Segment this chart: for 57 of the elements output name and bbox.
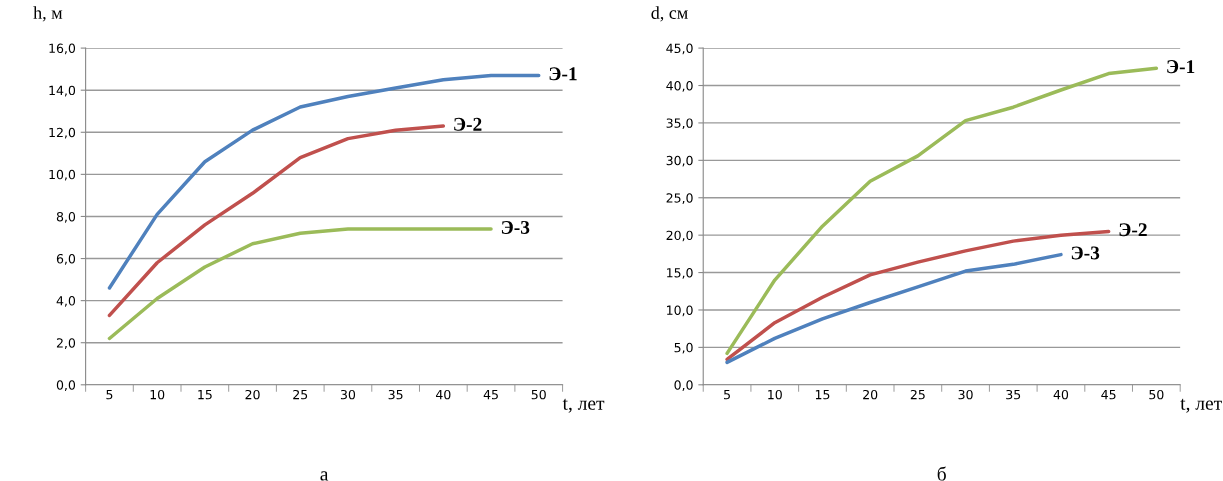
line-series bbox=[725, 252, 1063, 365]
x-tick-label: 45 bbox=[483, 390, 498, 400]
x-tick-label: 10 bbox=[150, 389, 165, 400]
y-tick-label: 16,0 bbox=[49, 43, 76, 55]
y-tick-label: 6,0 bbox=[56, 254, 76, 265]
x-tick-label: 40 bbox=[1053, 389, 1069, 400]
y-tick-label: 15,0 bbox=[667, 268, 693, 279]
line-series bbox=[107, 124, 446, 318]
y-tick-label: 12,0 bbox=[49, 127, 76, 139]
y-tick-label: 2,0 bbox=[56, 338, 76, 349]
y-tick-label: 20,0 bbox=[666, 230, 693, 242]
y-tick-label: 8,0 bbox=[56, 211, 76, 223]
line-series bbox=[725, 229, 1111, 362]
y-tick-label: 30,0 bbox=[666, 155, 693, 167]
series-label: Э-2 bbox=[454, 117, 482, 131]
x-tick-label: 45 bbox=[1101, 390, 1116, 400]
x-tick-label: 15 bbox=[815, 390, 830, 400]
series-label: Э-2 bbox=[1119, 223, 1147, 237]
series-label: Э-1 bbox=[549, 67, 577, 81]
x-tick-label: 10 bbox=[768, 389, 782, 400]
y-tick-label: 10,0 bbox=[49, 169, 76, 181]
x-tick-label: 40 bbox=[436, 389, 451, 400]
series-label: Э-1 bbox=[1167, 60, 1195, 74]
y-tick-label: 0,0 bbox=[56, 380, 76, 391]
series-label: Э-3 bbox=[501, 220, 530, 234]
line-series bbox=[107, 73, 541, 290]
y-tick-label: 40,0 bbox=[666, 80, 693, 92]
line-series bbox=[107, 227, 493, 341]
text: а bbox=[320, 471, 329, 481]
y-tick-label: 45,0 bbox=[666, 43, 693, 55]
x-tick-label: 20 bbox=[245, 389, 260, 400]
x-tick-label: 5 bbox=[106, 390, 113, 400]
y-tick-label: 14,0 bbox=[49, 85, 76, 97]
x-tick-label: 50 bbox=[1149, 389, 1164, 400]
series-label: Э-3 bbox=[1071, 246, 1100, 260]
x-tick-label: 30 bbox=[958, 389, 973, 400]
y-tick-label: 35,0 bbox=[666, 118, 693, 130]
x-tick-label: 50 bbox=[531, 389, 546, 400]
y-tick-label: 10,0 bbox=[667, 305, 693, 317]
x-tick-label: 35 bbox=[1006, 389, 1021, 400]
y-tick-label: 4,0 bbox=[56, 296, 76, 307]
x-tick-label: 30 bbox=[340, 389, 356, 400]
x-tick-label: 15 bbox=[198, 390, 212, 400]
x-tick-label: 25 bbox=[293, 389, 308, 400]
x-tick-label: 5 bbox=[724, 390, 730, 400]
y-tick-label: 0,0 bbox=[674, 380, 693, 391]
x-tick-label: 20 bbox=[863, 389, 878, 400]
y-tick-label: 25,0 bbox=[666, 193, 693, 204]
y-tick-label: 5,0 bbox=[674, 342, 693, 354]
x-axis-title: t, лет bbox=[562, 398, 605, 413]
x-tick-label: 25 bbox=[910, 389, 925, 400]
y-axis-title: d, см bbox=[651, 6, 688, 22]
line-series bbox=[725, 66, 1159, 356]
text: б bbox=[937, 466, 946, 481]
y-axis-title: h, м bbox=[33, 6, 63, 22]
x-axis-title: t, лет bbox=[1180, 398, 1222, 413]
x-tick-label: 35 bbox=[388, 389, 403, 400]
